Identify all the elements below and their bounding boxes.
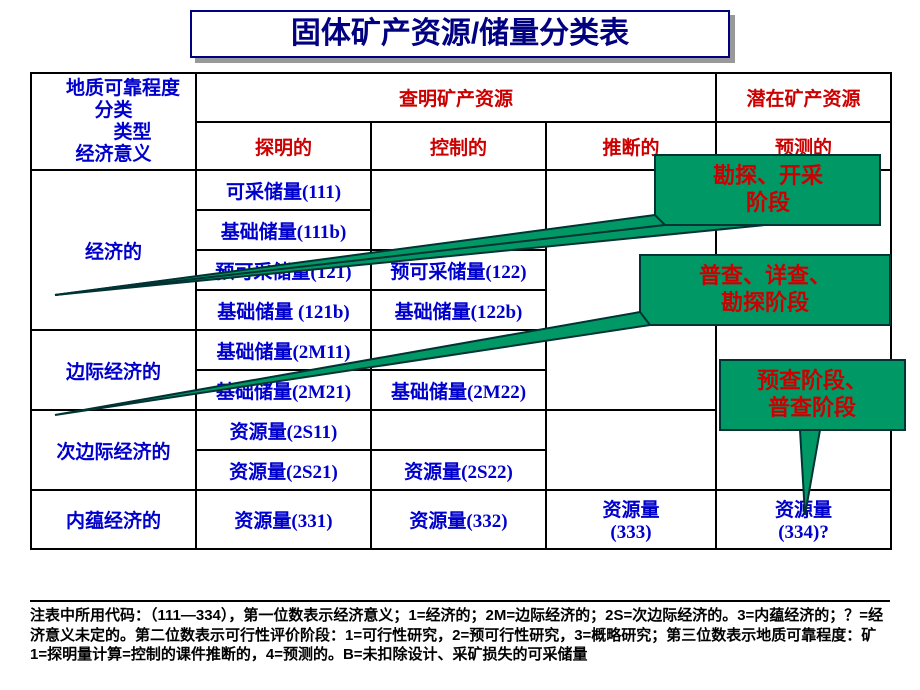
- cell-334: 资源量(334)?: [716, 490, 891, 549]
- cell-empty-predicted: [716, 170, 891, 490]
- cell-121b: 基础储量 (121b): [196, 290, 371, 330]
- cell-332: 资源量(332): [371, 490, 546, 549]
- row-marginal: 边际经济的: [31, 330, 196, 410]
- header-potential: 潜在矿产资源: [716, 73, 891, 122]
- sub-controlled: 控制的: [371, 122, 546, 171]
- sub-inferred: 推断的: [546, 122, 716, 171]
- cell-122b: 基础储量(122b): [371, 290, 546, 330]
- cell-331: 资源量(331): [196, 490, 371, 549]
- cell-122: 预可采储量(122): [371, 250, 546, 290]
- cell-empty-1: [371, 170, 546, 250]
- cell-111: 可采储量(111): [196, 170, 371, 210]
- cell-empty-inferred: [546, 170, 716, 410]
- cell-333: 资源量(333): [546, 490, 716, 549]
- footnote-text: 注表中所用代码：（111—334），第一位数表示经济意义；1=经济的；2M=边际…: [30, 600, 890, 665]
- row-submarginal: 次边际经济的: [31, 410, 196, 490]
- row-intrinsic: 内蕴经济的: [31, 490, 196, 549]
- cell-121: 预可采储量(121): [196, 250, 371, 290]
- cell-empty-4: [546, 410, 716, 490]
- cell-empty-3: [371, 410, 546, 450]
- cell-2S22: 资源量(2S22): [371, 450, 546, 490]
- cell-111b: 基础储量(111b): [196, 210, 371, 250]
- cell-2M11: 基础储量(2M11): [196, 330, 371, 370]
- cell-2M21: 基础储量(2M21): [196, 370, 371, 410]
- sub-proven: 探明的: [196, 122, 371, 171]
- corner-header: 地质可靠程度 分类 类型 经济意义: [31, 73, 196, 170]
- page-title: 固体矿产资源/储量分类表: [190, 10, 730, 58]
- cell-2S21: 资源量(2S21): [196, 450, 371, 490]
- sub-predicted: 预测的: [716, 122, 891, 171]
- header-identified: 查明矿产资源: [196, 73, 716, 122]
- cell-empty-2: [371, 330, 546, 370]
- row-economic: 经济的: [31, 170, 196, 330]
- cell-2S11: 资源量(2S11): [196, 410, 371, 450]
- classification-table: 地质可靠程度 分类 类型 经济意义 查明矿产资源 潜在矿产资源 探明的 控制的 …: [30, 72, 892, 550]
- cell-2M22: 基础储量(2M22): [371, 370, 546, 410]
